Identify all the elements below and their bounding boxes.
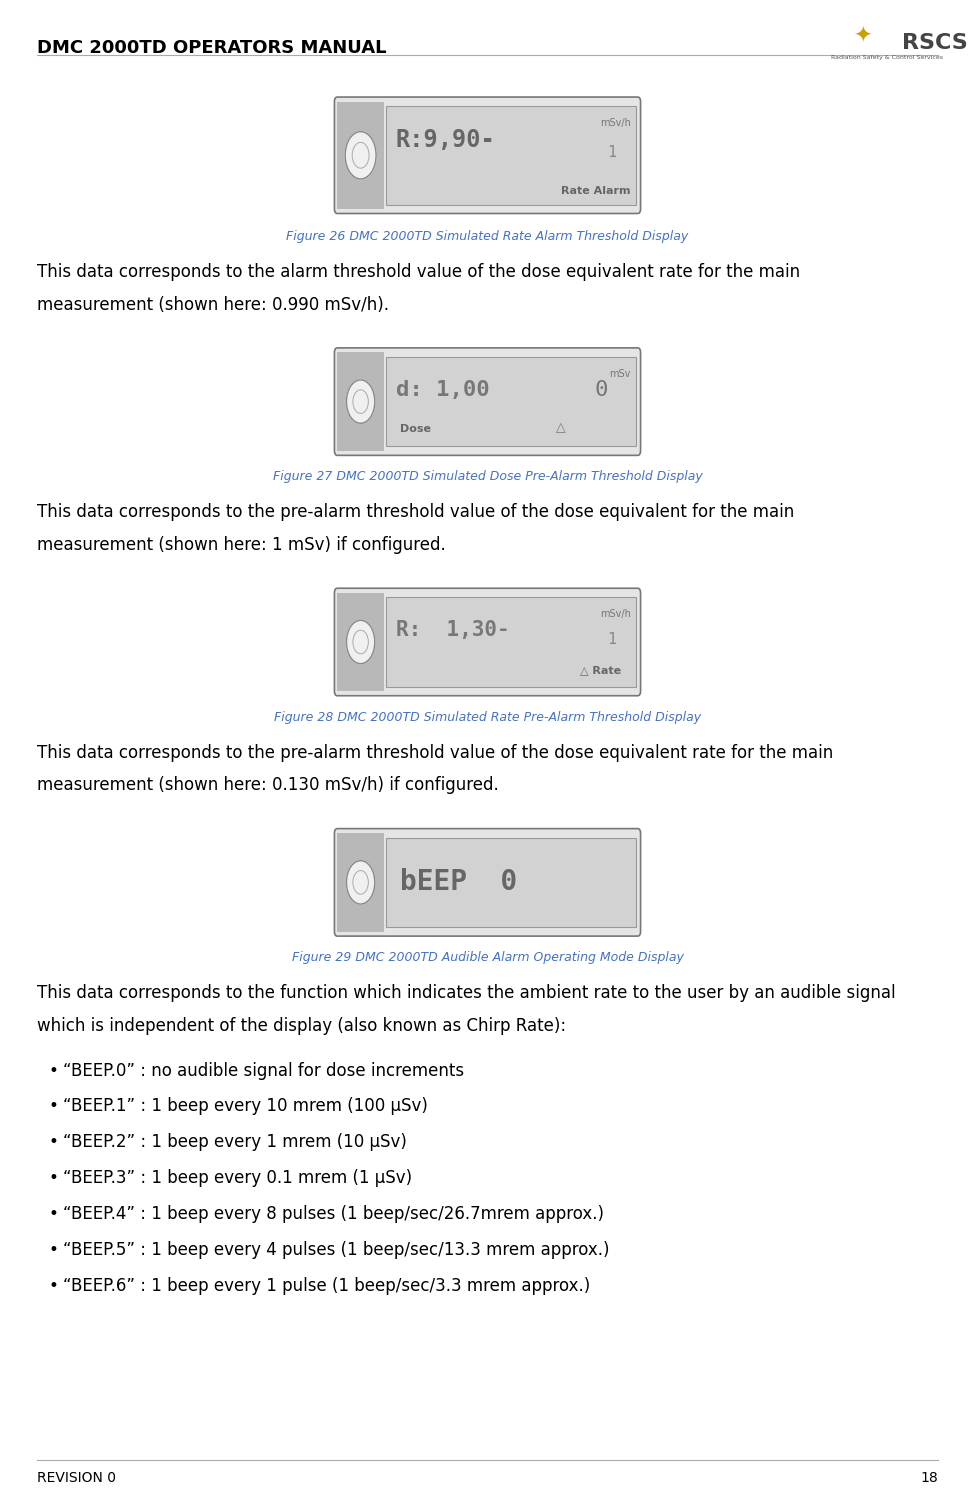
Text: Figure 29 DMC 2000TD Audible Alarm Operating Mode Display: Figure 29 DMC 2000TD Audible Alarm Opera… xyxy=(292,951,683,964)
Text: “BEEP.2” : 1 beep every 1 mrem (10 µSv): “BEEP.2” : 1 beep every 1 mrem (10 µSv) xyxy=(63,1133,408,1151)
Text: bEEP  0: bEEP 0 xyxy=(401,869,518,896)
Text: This data corresponds to the pre-alarm threshold value of the dose equivalent fo: This data corresponds to the pre-alarm t… xyxy=(37,503,795,521)
Text: △ Rate: △ Rate xyxy=(580,664,621,675)
Text: mSv: mSv xyxy=(609,369,631,379)
Text: •: • xyxy=(49,1169,58,1187)
Circle shape xyxy=(346,620,374,664)
Bar xyxy=(337,352,384,451)
Text: mSv/h: mSv/h xyxy=(600,609,631,620)
Text: This data corresponds to the pre-alarm threshold value of the dose equivalent ra: This data corresponds to the pre-alarm t… xyxy=(37,744,834,761)
Bar xyxy=(386,106,636,205)
Circle shape xyxy=(346,860,374,905)
Text: 18: 18 xyxy=(920,1471,938,1484)
Circle shape xyxy=(345,131,376,179)
Text: measurement (shown here: 0.990 mSv/h).: measurement (shown here: 0.990 mSv/h). xyxy=(37,296,389,314)
Text: 1: 1 xyxy=(606,145,616,160)
Text: “BEEP.0” : no audible signal for dose increments: “BEEP.0” : no audible signal for dose in… xyxy=(63,1062,464,1079)
Text: R:  1,30-: R: 1,30- xyxy=(396,620,509,640)
Text: “BEEP.6” : 1 beep every 1 pulse (1 beep/sec/3.3 mrem approx.): “BEEP.6” : 1 beep every 1 pulse (1 beep/… xyxy=(63,1277,591,1294)
Text: ✦: ✦ xyxy=(853,27,873,46)
Text: Figure 26 DMC 2000TD Simulated Rate Alarm Threshold Display: Figure 26 DMC 2000TD Simulated Rate Alar… xyxy=(287,230,688,243)
Text: •: • xyxy=(49,1277,58,1294)
Text: •: • xyxy=(49,1097,58,1115)
Bar xyxy=(386,838,636,927)
Text: REVISION 0: REVISION 0 xyxy=(37,1471,116,1484)
Text: Figure 27 DMC 2000TD Simulated Dose Pre-Alarm Threshold Display: Figure 27 DMC 2000TD Simulated Dose Pre-… xyxy=(273,470,702,484)
Text: “BEEP.4” : 1 beep every 8 pulses (1 beep/sec/26.7mrem approx.): “BEEP.4” : 1 beep every 8 pulses (1 beep… xyxy=(63,1205,604,1223)
Text: This data corresponds to the function which indicates the ambient rate to the us: This data corresponds to the function wh… xyxy=(37,984,896,1002)
Text: •: • xyxy=(49,1062,58,1079)
Text: which is independent of the display (also known as Chirp Rate):: which is independent of the display (als… xyxy=(37,1017,566,1035)
Text: d: 1,00: d: 1,00 xyxy=(396,379,489,400)
Text: “BEEP.1” : 1 beep every 10 mrem (100 µSv): “BEEP.1” : 1 beep every 10 mrem (100 µSv… xyxy=(63,1097,428,1115)
Text: •: • xyxy=(49,1133,58,1151)
Text: R:9,90-: R:9,90- xyxy=(396,128,495,152)
Text: This data corresponds to the alarm threshold value of the dose equivalent rate f: This data corresponds to the alarm thres… xyxy=(37,263,800,281)
Text: RSCS: RSCS xyxy=(902,33,967,52)
Bar xyxy=(337,102,384,209)
FancyBboxPatch shape xyxy=(334,588,641,696)
Bar xyxy=(386,357,636,446)
Text: measurement (shown here: 1 mSv) if configured.: measurement (shown here: 1 mSv) if confi… xyxy=(37,536,446,554)
Text: Dose: Dose xyxy=(400,424,431,434)
FancyBboxPatch shape xyxy=(334,829,641,936)
Text: “BEEP.3” : 1 beep every 0.1 mrem (1 µSv): “BEEP.3” : 1 beep every 0.1 mrem (1 µSv) xyxy=(63,1169,412,1187)
Text: “BEEP.5” : 1 beep every 4 pulses (1 beep/sec/13.3 mrem approx.): “BEEP.5” : 1 beep every 4 pulses (1 beep… xyxy=(63,1241,610,1259)
Circle shape xyxy=(346,379,374,424)
Text: 1: 1 xyxy=(606,632,616,646)
Text: mSv/h: mSv/h xyxy=(600,118,631,128)
Text: •: • xyxy=(49,1205,58,1223)
Bar xyxy=(386,597,636,687)
FancyBboxPatch shape xyxy=(334,348,641,455)
Text: △: △ xyxy=(556,421,566,434)
FancyBboxPatch shape xyxy=(334,97,641,213)
Text: measurement (shown here: 0.130 mSv/h) if configured.: measurement (shown here: 0.130 mSv/h) if… xyxy=(37,776,499,794)
Text: Radiation Safety & Control Services: Radiation Safety & Control Services xyxy=(832,55,943,60)
Text: 0: 0 xyxy=(595,379,608,400)
Bar xyxy=(337,833,384,932)
Text: Figure 28 DMC 2000TD Simulated Rate Pre-Alarm Threshold Display: Figure 28 DMC 2000TD Simulated Rate Pre-… xyxy=(274,711,701,724)
Bar xyxy=(337,593,384,691)
Text: Rate Alarm: Rate Alarm xyxy=(562,185,631,196)
Text: DMC 2000TD OPERATORS MANUAL: DMC 2000TD OPERATORS MANUAL xyxy=(37,39,386,57)
Text: •: • xyxy=(49,1241,58,1259)
